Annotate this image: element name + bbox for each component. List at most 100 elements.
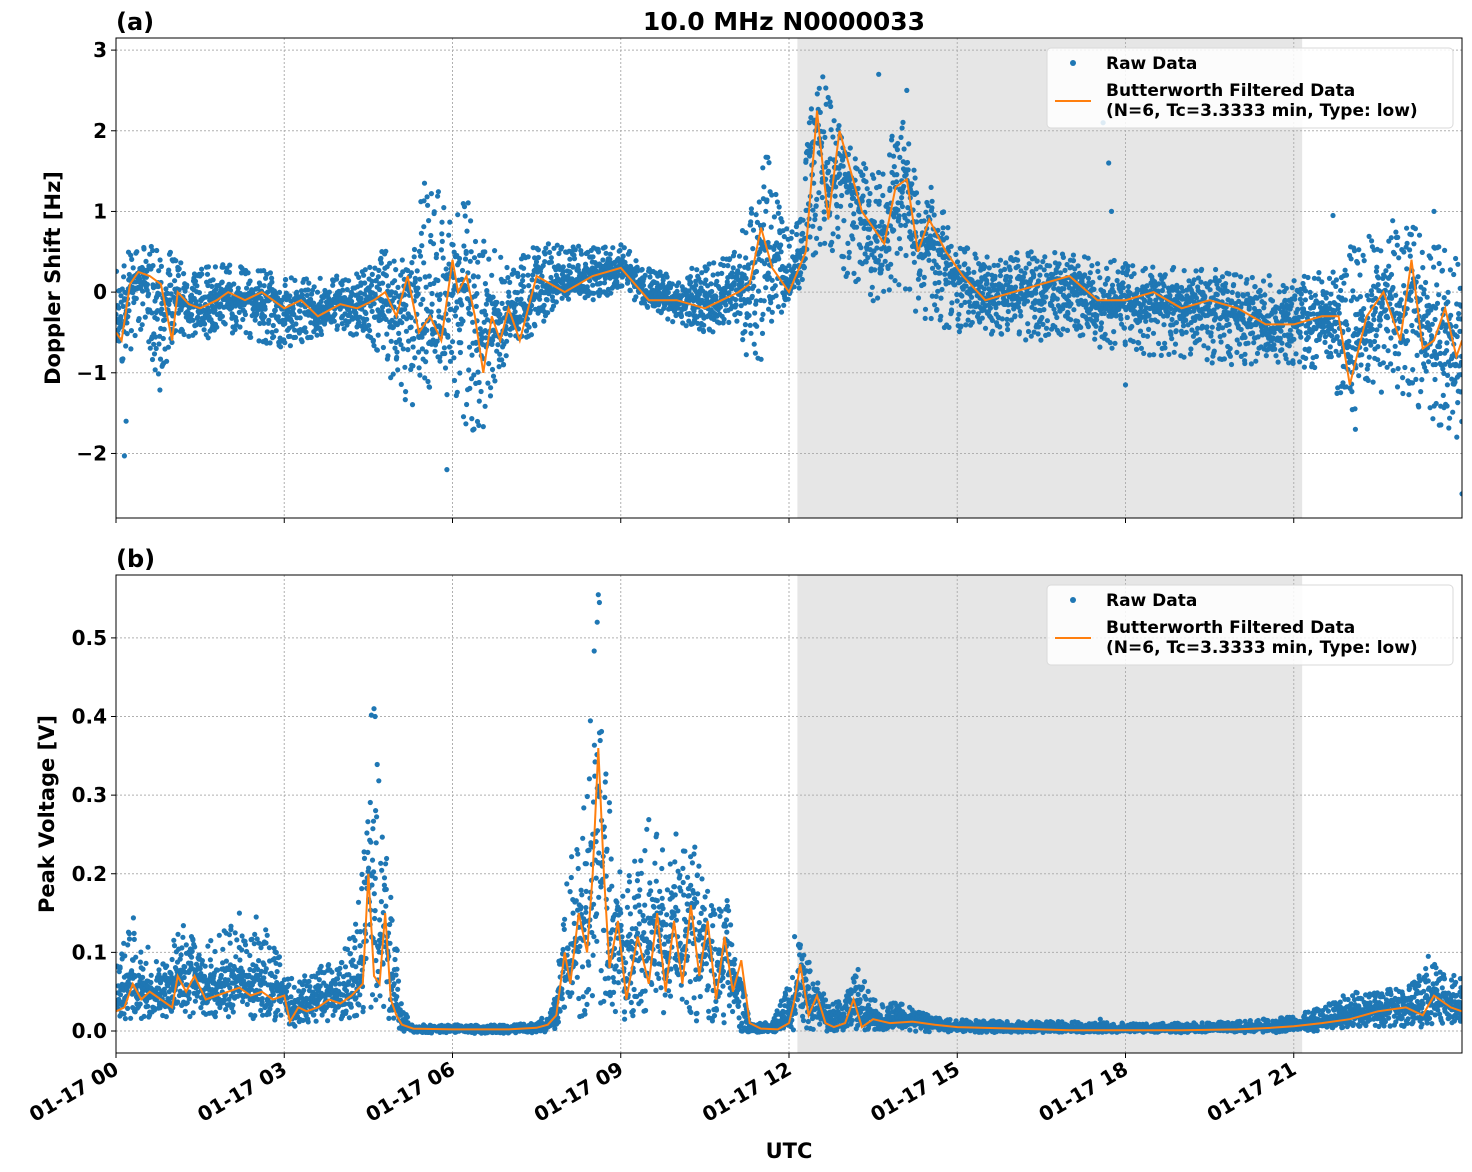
raw-point [913, 190, 920, 196]
raw-point [150, 263, 156, 269]
raw-point [840, 254, 847, 260]
raw-point [415, 285, 421, 291]
raw-point [846, 254, 852, 261]
raw-point [383, 273, 389, 279]
raw-point [468, 249, 474, 255]
raw-point [1380, 360, 1386, 366]
raw-point [1102, 281, 1108, 287]
raw-point [233, 318, 239, 324]
raw-point [417, 253, 424, 259]
raw-point [995, 262, 1001, 268]
raw-point [431, 209, 437, 215]
raw-point [465, 305, 471, 311]
raw-point [1041, 267, 1047, 273]
raw-point [489, 341, 495, 347]
raw-point [915, 276, 922, 282]
raw-point [1323, 290, 1330, 296]
raw-point [306, 280, 312, 286]
raw-point [451, 377, 458, 384]
raw-point [554, 242, 560, 248]
raw-point [1092, 330, 1098, 336]
raw-point [984, 254, 990, 260]
raw-point [504, 264, 510, 271]
raw-point [795, 280, 801, 286]
raw-point [915, 200, 921, 206]
raw-point [1094, 312, 1100, 319]
raw-point [987, 305, 994, 311]
raw-point [769, 192, 775, 198]
raw-point [308, 334, 314, 340]
raw-point [471, 426, 477, 432]
raw-point [1359, 313, 1365, 319]
raw-point [422, 274, 428, 280]
raw-point [789, 229, 795, 235]
raw-point [196, 290, 202, 296]
raw-point [892, 278, 898, 284]
raw-point [1085, 275, 1092, 281]
raw-point [1120, 265, 1126, 271]
raw-point [483, 301, 489, 307]
raw-point [1071, 307, 1077, 313]
raw-point [157, 257, 163, 263]
raw-point [1051, 306, 1057, 312]
raw-point [1291, 336, 1297, 342]
raw-point [1356, 247, 1362, 253]
raw-point [545, 310, 551, 316]
raw-point [447, 219, 453, 225]
raw-point [1221, 356, 1227, 362]
raw-point [997, 273, 1004, 279]
raw-point [434, 338, 440, 344]
raw-point [858, 245, 864, 251]
raw-point [430, 241, 437, 247]
raw-point [419, 346, 425, 352]
raw-point [836, 123, 842, 129]
raw-point [162, 317, 168, 323]
raw-point [293, 321, 299, 327]
raw-point [946, 280, 952, 286]
raw-point [402, 306, 408, 312]
raw-point [116, 268, 120, 274]
raw-point [344, 287, 350, 293]
raw-point [158, 263, 164, 269]
raw-point [472, 238, 479, 245]
raw-point [334, 323, 341, 329]
raw-point [987, 288, 994, 294]
raw-point [756, 199, 762, 205]
raw-point [467, 311, 474, 317]
raw-point [133, 295, 139, 302]
raw-point [166, 267, 172, 273]
raw-point [402, 397, 408, 403]
raw-point [973, 255, 979, 261]
raw-data-points [116, 71, 1462, 497]
raw-point [991, 262, 997, 268]
raw-point [575, 262, 581, 269]
raw-point [136, 316, 142, 322]
raw-point [880, 171, 886, 177]
raw-point [1396, 255, 1402, 261]
raw-point [954, 298, 960, 304]
raw-point [412, 355, 418, 361]
raw-point [945, 225, 951, 231]
raw-point [690, 298, 697, 304]
raw-point [839, 192, 845, 199]
raw-point [513, 301, 519, 307]
raw-point [610, 245, 616, 251]
raw-point [474, 418, 481, 425]
raw-point [292, 334, 299, 340]
raw-point [1396, 351, 1402, 357]
raw-point [155, 283, 161, 290]
raw-point [314, 332, 320, 338]
raw-point [993, 305, 999, 311]
raw-point [271, 334, 277, 340]
raw-point [786, 263, 792, 269]
raw-point [1235, 293, 1241, 299]
raw-point [1111, 329, 1117, 335]
raw-point [1064, 327, 1071, 333]
raw-point [999, 316, 1005, 322]
raw-point [769, 309, 775, 315]
raw-point [1198, 279, 1204, 285]
raw-point [1378, 248, 1384, 254]
raw-point [146, 291, 152, 297]
raw-point [527, 307, 534, 313]
raw-point [965, 266, 971, 272]
